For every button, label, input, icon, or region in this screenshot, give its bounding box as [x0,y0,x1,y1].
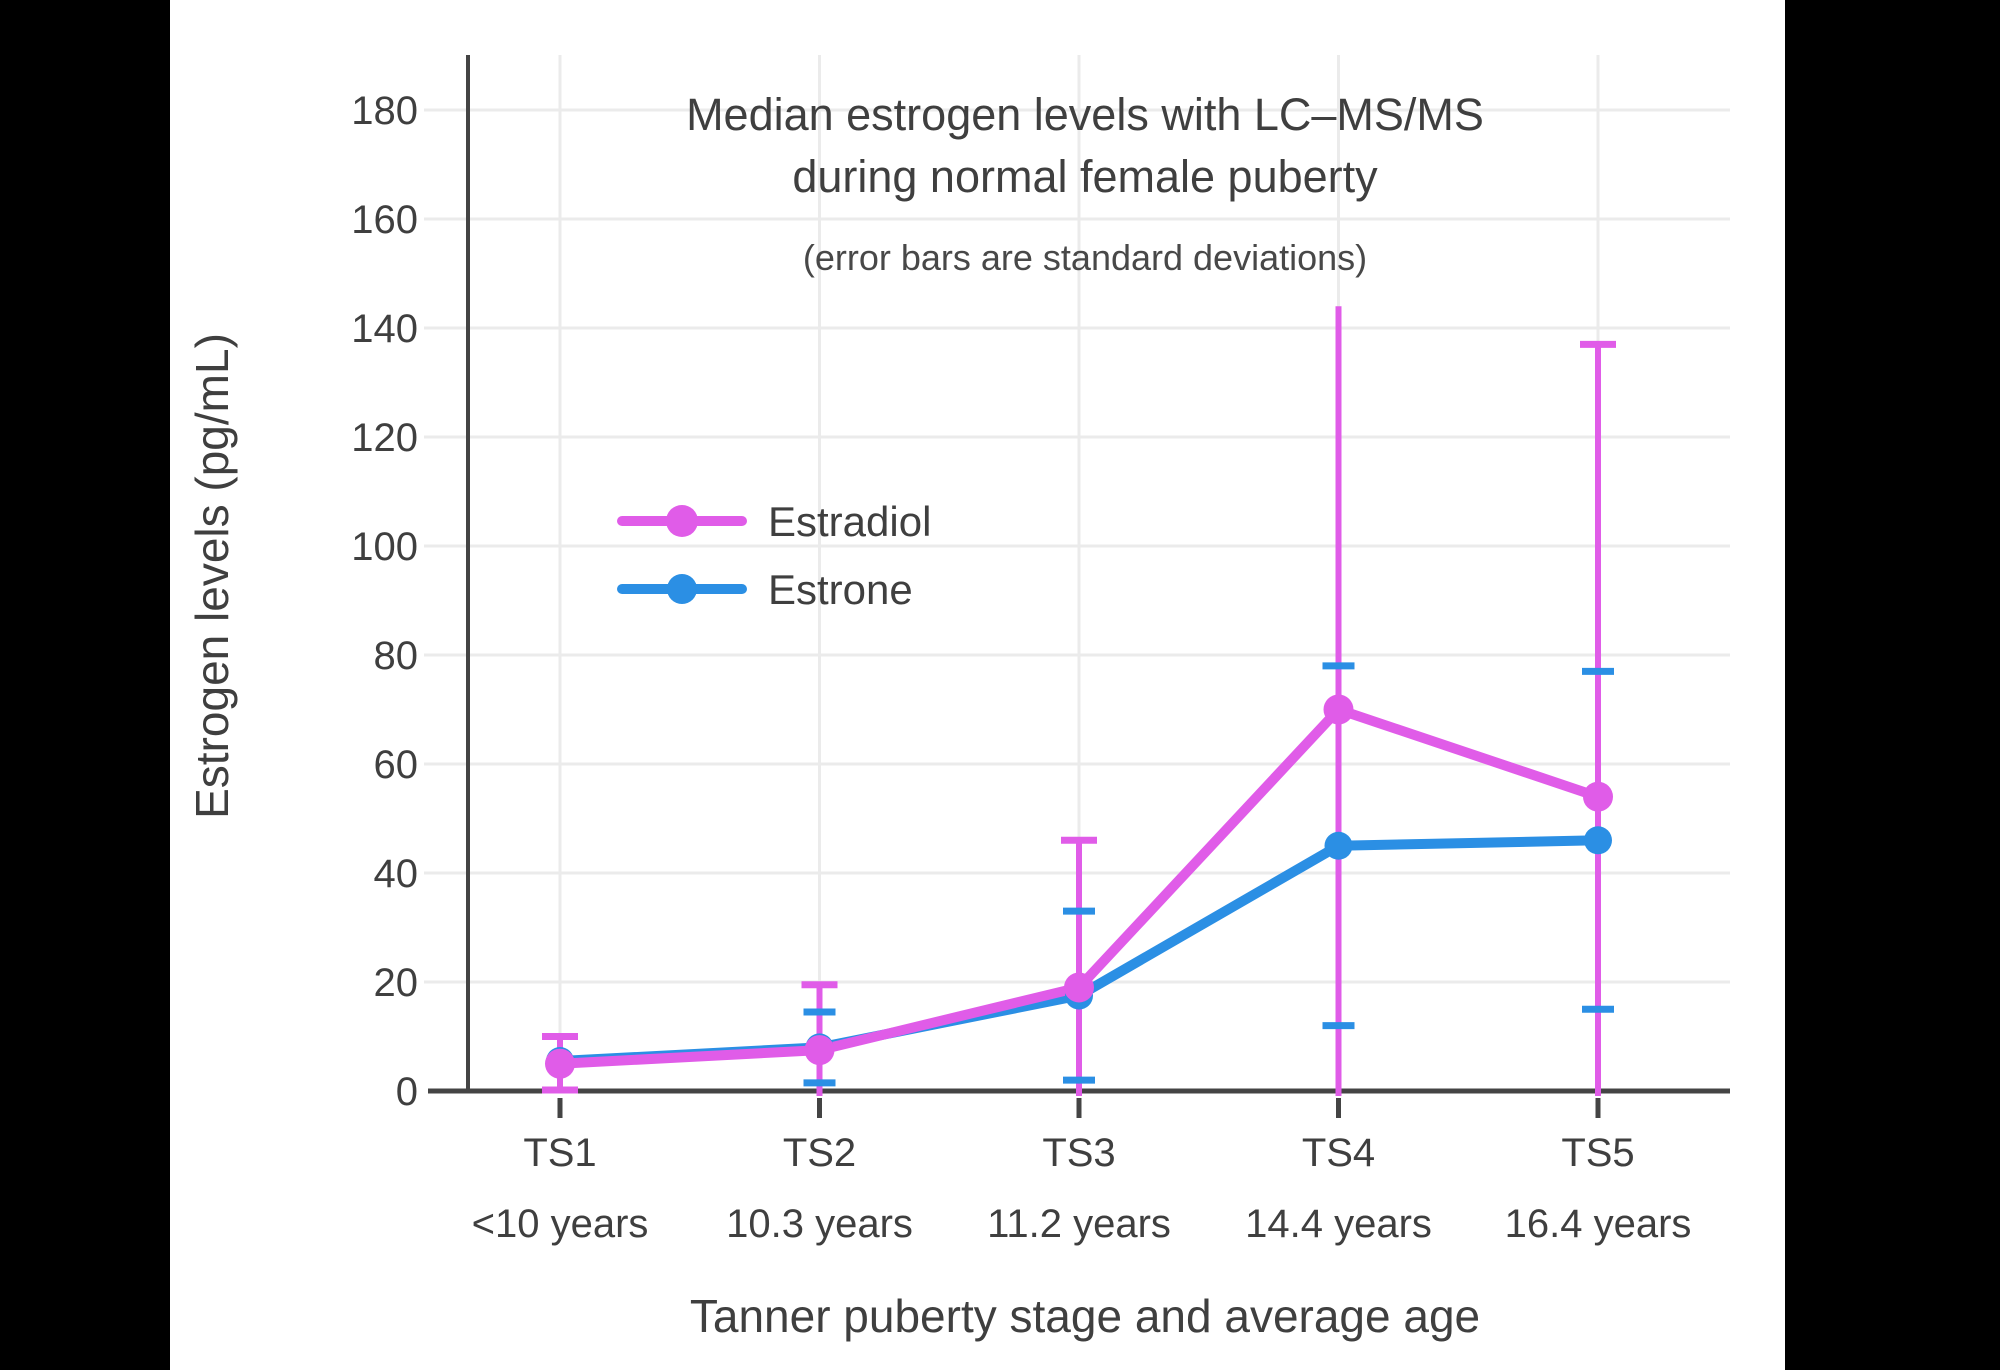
x-tick-label-age: <10 years [472,1202,649,1246]
chart-subtitle: (error bars are standard deviations) [803,237,1367,278]
legend-item-estradiol: Estradiol [617,498,931,545]
y-tick-labels: 0 20 40 60 80 100 120 140 160 180 [351,89,418,1114]
x-tick-label-stage: TS4 [1302,1131,1375,1175]
x-axis-title: Tanner puberty stage and average age [690,1290,1480,1342]
error-bars-estradiol [542,306,1616,1096]
data-point-estradiol [545,1048,575,1079]
chart-title-line2: during normal female puberty [792,151,1378,202]
data-point-estradiol [1064,972,1094,1003]
y-tick-label: 0 [396,1070,418,1114]
x-tick-label-stage: TS5 [1561,1131,1634,1175]
legend-label-estrone: Estrone [768,566,913,613]
data-point-estradiol [1323,694,1354,725]
x-tick-label-stage: TS2 [783,1131,856,1175]
data-point-estradiol [804,1035,835,1066]
y-tick-label: 140 [351,307,418,351]
chart-canvas [170,0,1785,1370]
chart-title-line1: Median estrogen levels with LC–MS/MS [686,89,1484,140]
legend-item-estrone: Estrone [617,566,913,613]
x-tick-label-stage: TS1 [523,1131,596,1175]
y-tick-label: 20 [374,961,419,1005]
x-tick-label-stage: TS3 [1042,1131,1115,1175]
y-tick-label: 40 [374,852,419,896]
axes [428,55,1730,1118]
markers-estradiol [545,694,1613,1079]
data-point-estrone [1584,826,1612,855]
x-tick-label-age: 16.4 years [1505,1202,1692,1246]
y-axis-title: Estrogen levels (pg/mL) [186,333,238,819]
y-tick-label: 160 [351,198,418,242]
plot-layer: 0 20 40 60 80 100 120 140 160 180 TS1 <10 years TS2 1… [351,55,1730,1246]
y-tick-label: 120 [351,416,418,460]
legend-swatch-dot-estrone [667,574,697,604]
legend-label-estradiol: Estradiol [768,498,931,545]
error-bars-estrone [803,662,1614,1087]
y-tick-label: 60 [374,743,419,787]
data-point-estradiol [1583,781,1613,812]
y-tick-label: 180 [351,89,418,133]
legend-swatch-dot-estradiol [666,505,698,537]
y-tick-label: 80 [374,634,419,678]
legend: Estradiol Estrone [617,498,931,613]
x-tick-label-age: 14.4 years [1245,1202,1432,1246]
y-tick-label: 100 [351,525,418,569]
x-tick-label-age: 11.2 years [987,1202,1171,1246]
x-tick-labels: TS1 <10 years TS2 10.3 years TS3 11.2 years TS… [472,1131,1692,1246]
data-point-estrone [1324,831,1353,860]
x-tick-label-age: 10.3 years [726,1202,913,1246]
